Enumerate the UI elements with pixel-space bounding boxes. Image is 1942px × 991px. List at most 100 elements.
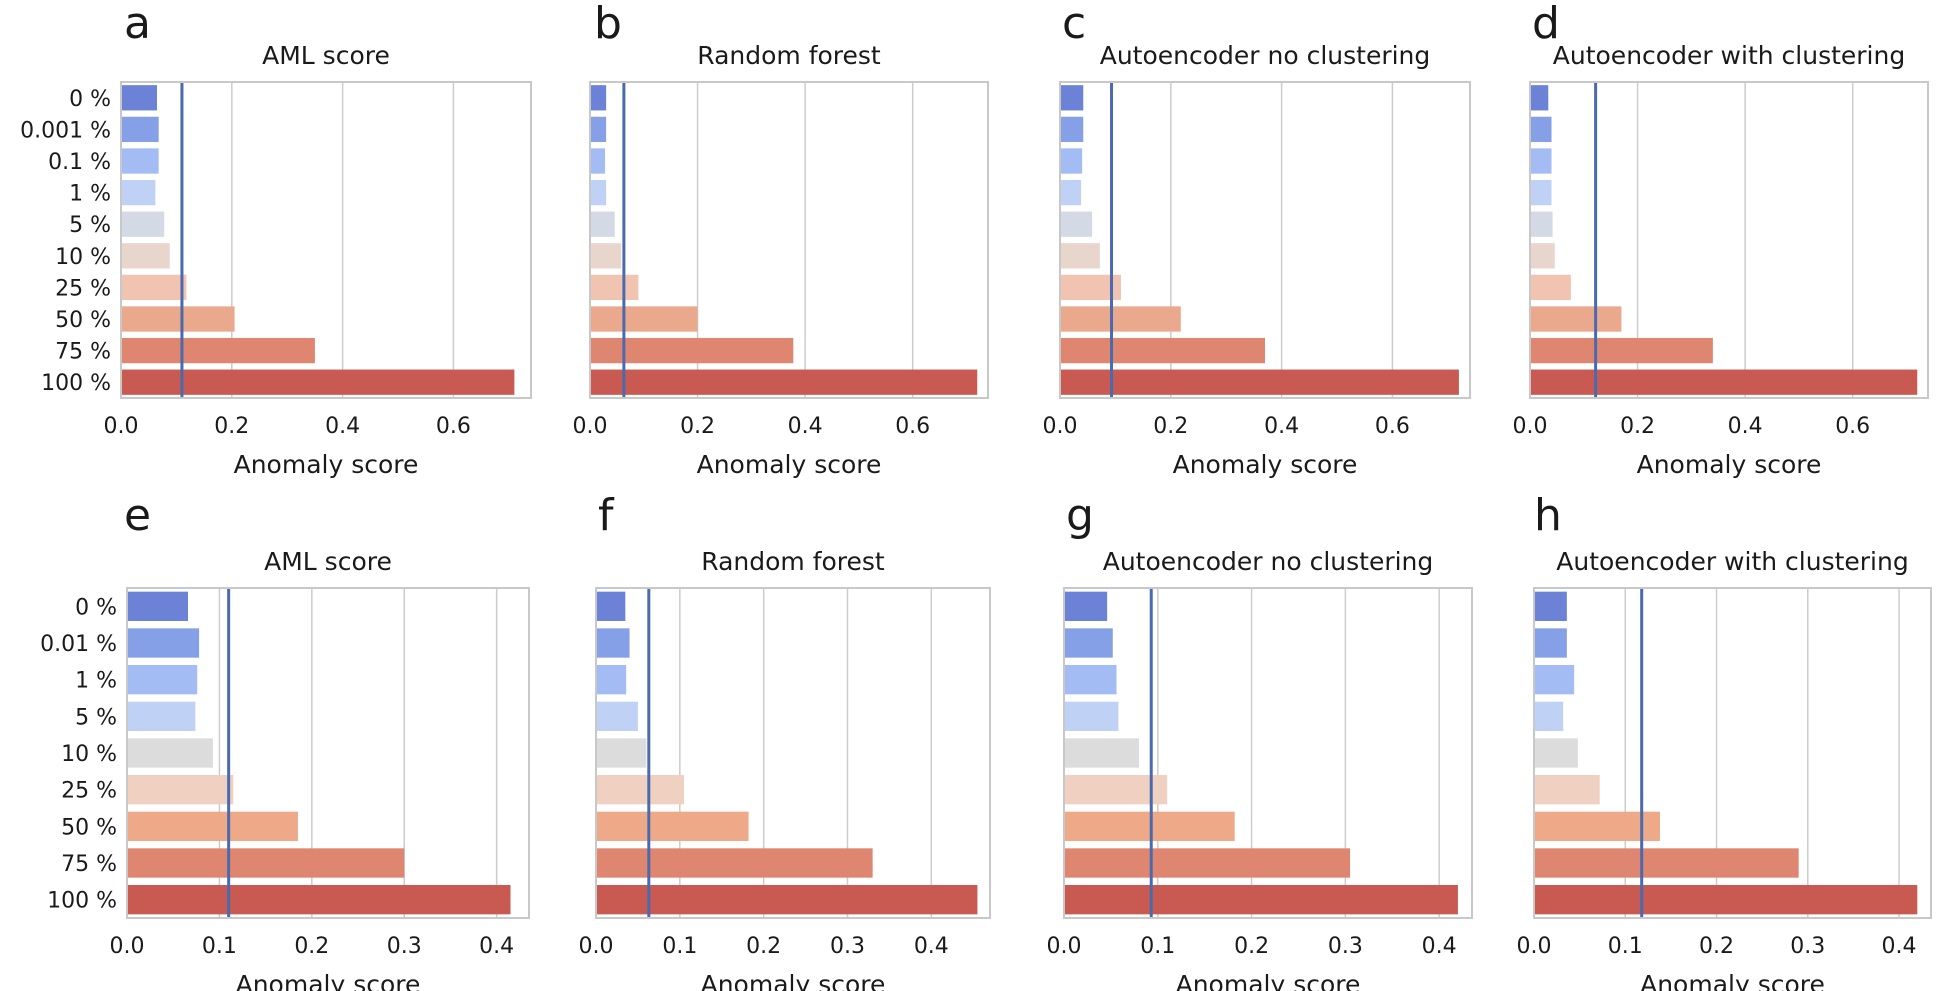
panel-b: 0.0 0.2 0.4 0.6 Anomaly score Random forest b [573, 0, 989, 479]
bar-a-2 [121, 116, 159, 143]
y-tick-label: 100 % [47, 889, 117, 914]
panel-e: 0 % 0.01 % 1 % 5 % 10 % 25 % 50 % 75 % 100 % 0.0 0… [40, 490, 530, 991]
x-tick-label: 0.0 [110, 934, 145, 959]
x-tick-label: 0.4 [1882, 934, 1917, 959]
x-axis-label: Anomaly score [701, 970, 886, 991]
bar-h-9 [1534, 885, 1918, 915]
plot-frame [589, 81, 989, 399]
bar-h-7 [1534, 811, 1660, 841]
x-tick-label: 0.3 [1328, 934, 1363, 959]
x-tick-label: 0.0 [1047, 934, 1082, 959]
x-tick-label: 0.2 [1620, 414, 1655, 439]
panel-letter: b [594, 0, 622, 49]
bar-f-4 [596, 701, 638, 731]
bar-b-5 [590, 211, 615, 237]
bar-g-5 [1064, 738, 1140, 768]
x-tick-label: 0.2 [1699, 934, 1734, 959]
x-axis-label: Anomaly score [1173, 450, 1358, 479]
bar-d-3 [1530, 148, 1552, 174]
y-tick-label: 0.01 % [40, 632, 117, 657]
x-tick-label: 0.4 [1422, 934, 1457, 959]
panel-title: Random forest [701, 547, 885, 576]
x-tick-label: 0.3 [1790, 934, 1825, 959]
bar-f-9 [596, 885, 978, 915]
bar-g-4 [1064, 701, 1119, 731]
x-tick-label: 0.2 [680, 414, 715, 439]
bar-d-4 [1530, 179, 1552, 206]
panel-title: Autoencoder no clustering [1100, 41, 1431, 70]
bar-b-1 [590, 85, 607, 111]
bar-a-1 [121, 85, 158, 111]
x-axis-label: Anomaly score [1637, 450, 1822, 479]
y-tick-label: 75 % [61, 852, 117, 877]
panel-a: 0 % 0.001 % 0.1 % 1 % 5 % 10 % 25 % 50 % 75 % 100… [20, 0, 532, 479]
bar-c-2 [1060, 116, 1084, 143]
bar-f-6 [596, 775, 685, 805]
bar-c-3 [1060, 148, 1083, 174]
bar-f-5 [596, 738, 647, 768]
bar-f-2 [596, 628, 630, 658]
panel-title: AML score [262, 41, 390, 70]
bar-a-7 [121, 274, 187, 301]
plot-frame [1529, 81, 1929, 399]
bar-h-5 [1534, 738, 1578, 768]
y-tick-label: 25 % [61, 779, 117, 804]
bar-e-2 [127, 628, 200, 658]
panel-c: 0.0 0.2 0.4 0.6 Anomaly score Autoencoder no … [1043, 0, 1471, 479]
bar-c-9 [1060, 337, 1265, 364]
plot-frame [120, 81, 532, 399]
bar-d-10 [1530, 369, 1918, 395]
y-tick-label: 0 % [75, 595, 117, 620]
y-tick-label: 50 % [61, 815, 117, 840]
x-axis-label: Anomaly score [697, 450, 882, 479]
x-tick-label: 0.2 [746, 934, 781, 959]
x-tick-label: 0.6 [895, 414, 930, 439]
bar-g-1 [1064, 591, 1108, 621]
bar-e-8 [127, 848, 405, 878]
bar-a-9 [121, 337, 315, 364]
bar-e-3 [127, 665, 198, 695]
x-tick-label: 0.2 [1234, 934, 1269, 959]
bar-d-9 [1530, 337, 1713, 364]
y-tick-label: 75 % [55, 340, 111, 365]
bar-a-8 [121, 306, 235, 332]
plot-frame [1533, 587, 1932, 919]
bar-b-2 [590, 116, 607, 143]
x-tick-label: 0.1 [1140, 934, 1175, 959]
bar-d-8 [1530, 306, 1622, 332]
x-tick-label: 0.2 [214, 414, 249, 439]
y-tick-label: 0 % [69, 87, 111, 112]
x-tick-label: 0.0 [1513, 414, 1548, 439]
panel-title: AML score [264, 547, 392, 576]
bar-a-4 [121, 179, 156, 206]
y-tick-label: 1 % [69, 182, 111, 207]
x-tick-label: 0.2 [294, 934, 329, 959]
panel-letter: g [1066, 490, 1094, 541]
x-tick-label: 0.1 [662, 934, 697, 959]
y-tick-label: 25 % [55, 276, 111, 301]
bar-b-8 [590, 306, 698, 332]
bar-h-1 [1534, 591, 1567, 621]
bar-f-3 [596, 665, 627, 695]
y-tick-label: 5 % [75, 705, 117, 730]
x-tick-label: 0.1 [1608, 934, 1643, 959]
x-tick-label: 0.4 [1264, 414, 1299, 439]
x-tick-label: 0.4 [479, 934, 514, 959]
bar-c-8 [1060, 306, 1181, 332]
panel-letter: f [598, 490, 615, 541]
bar-e-5 [127, 738, 213, 768]
bar-g-7 [1064, 811, 1235, 841]
y-tick-label: 0.1 % [48, 150, 111, 175]
x-tick-label: 0.0 [579, 934, 614, 959]
x-tick-label: 0.0 [1043, 414, 1078, 439]
x-tick-label: 0.3 [830, 934, 865, 959]
panel-g: 0.0 0.1 0.2 0.3 0.4 Anomaly score Autoencoder … [1047, 490, 1473, 991]
x-tick-label: 0.0 [104, 414, 139, 439]
x-tick-label: 0.2 [1153, 414, 1188, 439]
bar-b-9 [590, 337, 794, 364]
x-tick-label: 0.0 [573, 414, 608, 439]
bar-h-3 [1534, 665, 1575, 695]
bar-d-1 [1530, 85, 1549, 111]
x-axis-label: Anomaly score [236, 970, 421, 991]
